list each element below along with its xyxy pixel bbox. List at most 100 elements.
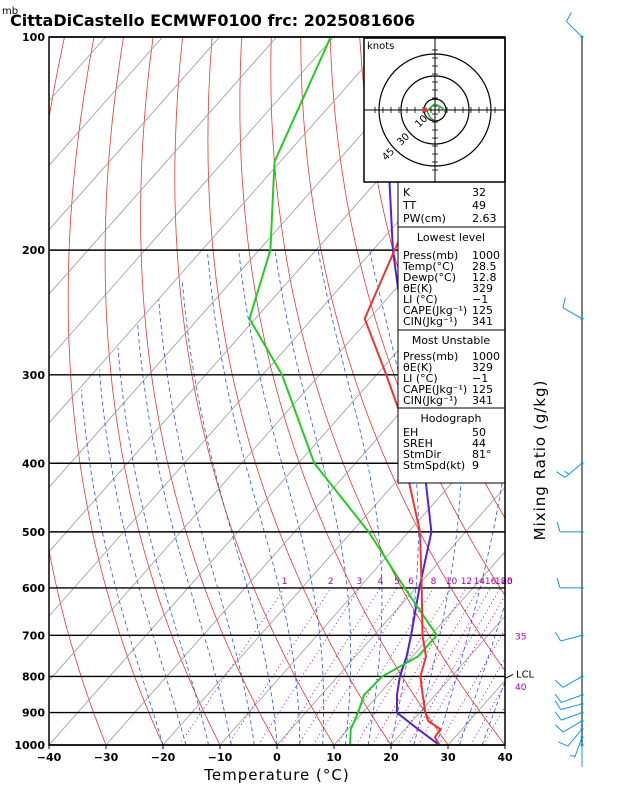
most-unstable-value: 341 — [472, 394, 493, 407]
idx-pw-value: 2.63 — [472, 212, 497, 225]
moist-adiabat — [158, 299, 255, 745]
mixing-ratio-label: 4 — [377, 577, 383, 587]
lowest-level-value: 12.8 — [472, 271, 497, 284]
mixing-ratio-label: 10 — [446, 577, 458, 587]
moist-adiabat — [274, 250, 352, 745]
background-grid — [49, 37, 505, 745]
mixing-ratio-line — [483, 705, 505, 745]
most-unstable-value: 329 — [472, 361, 493, 374]
mixing-ratio-label: 3 — [356, 577, 362, 587]
hodograph-label: StmDir — [403, 448, 442, 461]
x-tick-label: −20 — [151, 751, 176, 764]
pressure-tick-label: 700 — [22, 629, 45, 642]
mixing-ratio-label: 8 — [431, 577, 437, 587]
moist-adiabat — [317, 250, 383, 745]
most-unstable-value: 125 — [472, 383, 493, 396]
most-unstable-label: CAPE(Jkg⁻¹) — [403, 383, 467, 396]
idx-tt-label: TT — [402, 199, 417, 212]
moist-adiabat — [137, 324, 232, 745]
pressure-tick-label: 300 — [22, 369, 45, 382]
isotherm — [49, 164, 505, 682]
wind-barb — [554, 711, 584, 721]
x-axis-label: Temperature (°C) — [203, 766, 349, 784]
mixing-ratio-line — [417, 595, 505, 745]
x-tick-label: −10 — [208, 751, 233, 764]
pressure-tick-label: 800 — [22, 670, 45, 683]
mixing-ratio-label: 20 — [501, 577, 513, 587]
lowest-level-value: 341 — [472, 315, 493, 328]
x-tick-label: 30 — [440, 751, 456, 764]
lowest-level-label: Temp(°C) — [402, 260, 454, 273]
dry-adiabat — [174, 37, 335, 745]
dewpoint-trace — [248, 37, 439, 745]
wind-barb — [562, 297, 584, 321]
mixing-ratio-line — [407, 587, 501, 745]
x-tick-label: 10 — [326, 751, 342, 764]
moist-adiabat — [117, 347, 209, 745]
wind-barbs — [554, 12, 584, 767]
parcel-trace — [385, 93, 440, 745]
mixing-ratio-label: 25 — [501, 577, 512, 587]
pressure-tick-label: 500 — [22, 526, 45, 539]
wind-barb — [556, 461, 584, 478]
hodograph-trace — [425, 103, 447, 121]
mixing-ratio-line — [385, 587, 480, 745]
hodograph-value: 50 — [472, 426, 486, 439]
most-unstable-value: −1 — [472, 372, 488, 385]
lowest-level-header: Lowest level — [417, 231, 485, 244]
x-tick-label: 40 — [497, 751, 513, 764]
wind-barb — [555, 719, 584, 733]
dry-adiabat — [140, 37, 278, 745]
mixing-ratio-line — [227, 587, 332, 745]
dry-adiabat — [329, 37, 505, 597]
pressure-tick-label: 200 — [22, 244, 45, 257]
wind-barb — [556, 521, 584, 534]
lowest-level-label: Dewp(°C) — [403, 271, 456, 284]
dry-adiabat — [104, 37, 221, 745]
pressure-tick-label: 400 — [22, 457, 45, 470]
mixing-ratio-line — [455, 657, 505, 745]
x-tick-label: 20 — [383, 751, 399, 764]
lowest-level-value: −1 — [472, 293, 488, 306]
idx-tt-value: 49 — [472, 199, 486, 212]
pressure-axis-ticks: 1000 900 800 700 600 500 400 300 200 100 — [14, 31, 45, 752]
isotherm — [49, 37, 163, 166]
most-unstable-label: Press(mb) — [403, 350, 458, 363]
mixing-ratio-line — [371, 587, 467, 745]
wind-barb — [554, 631, 584, 642]
dry-adiabat — [300, 37, 505, 672]
hodograph-unit-label: knots — [367, 41, 394, 52]
lowest-level-value: 28.5 — [472, 260, 497, 273]
isotherm — [219, 422, 505, 745]
isotherm — [49, 37, 220, 231]
lowest-level-label: Press(mb) — [403, 249, 458, 262]
x-axis-ticks: −40 −30 −20 −10 0 10 20 30 40 — [37, 745, 513, 764]
idx-pw-label: PW(cm) — [403, 212, 446, 225]
x-tick-label: −40 — [37, 751, 62, 764]
hodograph-value: 44 — [472, 437, 486, 450]
x-tick-label: 0 — [273, 751, 281, 764]
wind-barb — [554, 693, 584, 704]
mixing-ratio-line — [336, 587, 434, 745]
mixing-ratio-label: 12 — [461, 577, 472, 587]
mixing-ratio-label: 30 — [501, 577, 513, 587]
isotherm — [49, 37, 277, 295]
mixing-ratio-label: 16 — [485, 577, 497, 587]
mixing-ratio-line — [280, 587, 381, 745]
hodograph-label: SREH — [403, 437, 433, 450]
dry-adiabat — [67, 37, 164, 745]
moist-adiabat — [369, 250, 419, 745]
mixing-ratio-line — [438, 628, 505, 745]
hodograph-label: StmSpd(kt) — [403, 459, 465, 472]
moist-adiabat — [80, 389, 164, 745]
dry-adiabat — [207, 37, 392, 745]
mixing-ratio-label: 14 — [474, 577, 486, 587]
isotherm — [276, 486, 505, 745]
pressure-tick-label: 600 — [22, 582, 45, 595]
isotherm — [390, 615, 505, 745]
hodograph-header: Hodograph — [421, 412, 482, 425]
lowest-level-value: 125 — [472, 304, 493, 317]
most-unstable-label: θE(K) — [403, 361, 432, 374]
lcl-tick — [504, 673, 514, 679]
